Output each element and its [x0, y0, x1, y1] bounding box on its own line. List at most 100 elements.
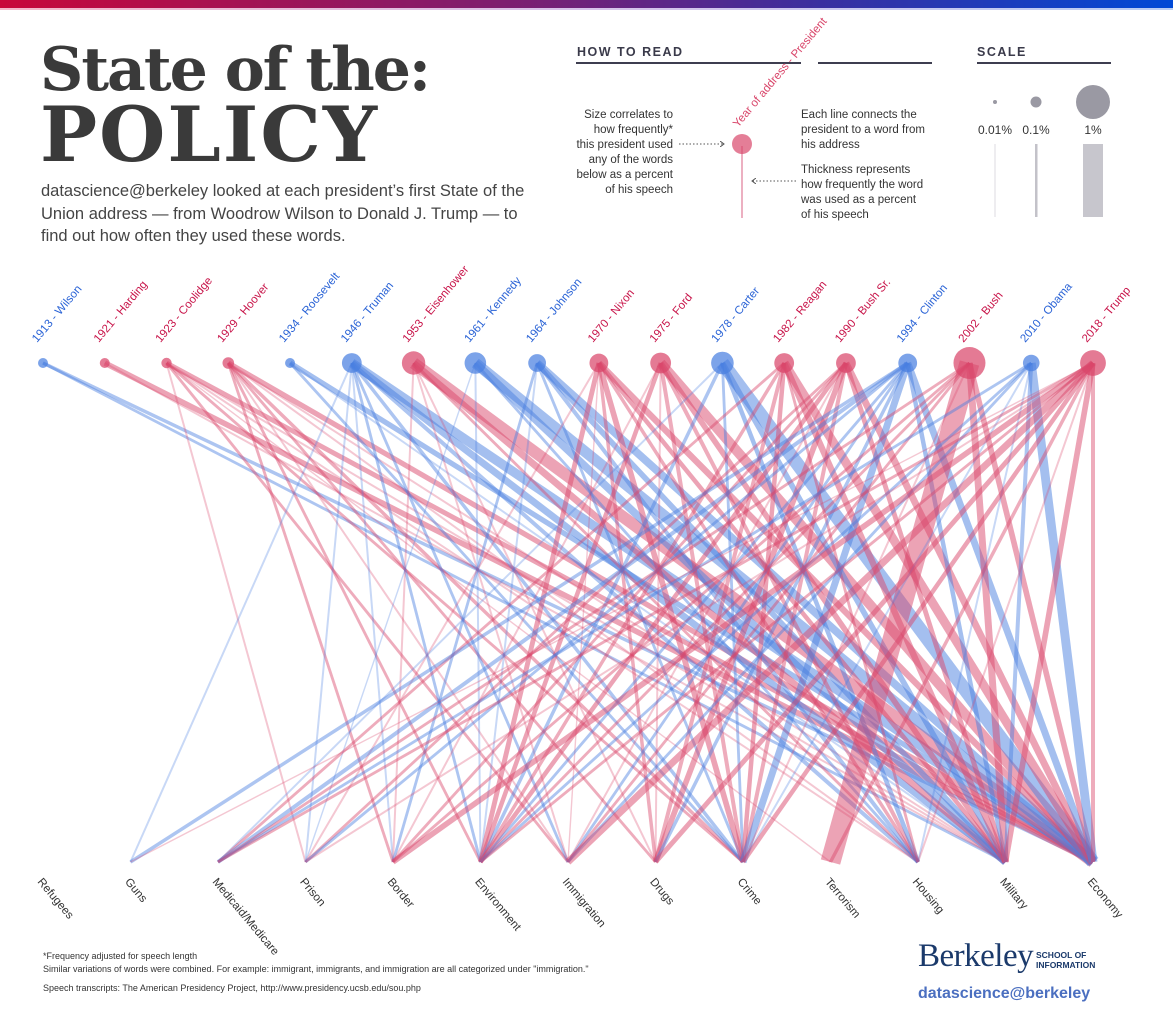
link-16-6: [566, 362, 1033, 863]
link-15-2: [217, 361, 971, 864]
link-6-4: [392, 362, 415, 863]
president-label: 1946 - Truman: [339, 280, 396, 345]
link-17-2: [217, 361, 1094, 864]
link-17-6: [565, 360, 1096, 865]
link-13-8: [741, 362, 848, 863]
link-12-10: [782, 362, 920, 863]
link-7-3: [304, 362, 477, 863]
link-5-4: [350, 362, 394, 863]
president-node[interactable]: [222, 357, 235, 369]
link-5-8: [350, 361, 745, 864]
link-6-7: [412, 362, 657, 863]
link-13-12: [842, 361, 1097, 864]
president-node[interactable]: [341, 353, 362, 373]
footnote-source: Speech transcripts: The American Preside…: [43, 983, 421, 993]
link-9-6: [567, 362, 600, 863]
size-note-line: of his speech: [605, 184, 673, 196]
scale-bar-medium: [1035, 144, 1038, 217]
link-15-4: [392, 361, 971, 864]
word-label: Military: [997, 876, 1030, 912]
link-2-3: [165, 362, 307, 863]
president-label: 1934 - Roosevelt: [277, 270, 343, 345]
size-note-line: below as a percent: [576, 169, 673, 181]
legend-node-sample: [732, 134, 752, 154]
title-line-2: POLICY: [40, 90, 380, 179]
link-5-11: [349, 360, 1008, 865]
president-node[interactable]: [1080, 350, 1106, 376]
link-17-10: [917, 362, 1094, 863]
link-8-11: [535, 361, 1008, 864]
link-14-3: [304, 361, 909, 864]
president-node[interactable]: [953, 347, 986, 379]
link-9-5: [478, 362, 602, 863]
president-label: 1961 - Kennedy: [462, 275, 524, 345]
link-17-1: [130, 362, 1094, 863]
president-node[interactable]: [711, 351, 734, 375]
president-label: 1929 - Hoover: [215, 281, 271, 345]
president-label: 2018 - Trump: [1080, 285, 1133, 345]
line-note-line: Each line connects the: [801, 109, 917, 121]
president-label: 1970 - Nixon: [586, 287, 637, 345]
scale-rule: [977, 62, 1111, 64]
link-2-10: [165, 362, 919, 863]
link-5-10: [350, 361, 920, 864]
link-9-7: [597, 362, 658, 863]
link-16-5: [479, 361, 1033, 864]
thickness-note-line: how frequently the word: [801, 179, 924, 191]
legend-graphics: Year of address - President: [679, 15, 1110, 218]
president-label: 1975 - Ford: [648, 292, 695, 345]
size-note-line: how frequently*: [593, 124, 673, 136]
line-note-line: his address: [801, 139, 860, 151]
link-17-3: [304, 362, 1094, 863]
president-node[interactable]: [774, 353, 795, 373]
link-8-8: [535, 362, 745, 863]
word-label: Economy: [1085, 876, 1125, 921]
president-node[interactable]: [401, 351, 426, 375]
president-node[interactable]: [161, 357, 172, 369]
scale-label-medium: 0.1%: [1022, 123, 1050, 137]
president-node[interactable]: [99, 358, 110, 368]
link-14-6: [566, 362, 909, 863]
link-13-4: [391, 362, 847, 863]
thickness-note: Thickness represents how frequently the …: [801, 163, 941, 223]
logo-sub-line: INFORMATION: [1036, 960, 1096, 970]
president-node[interactable]: [38, 358, 48, 368]
link-5-3: [304, 362, 353, 863]
president-node[interactable]: [1022, 354, 1040, 372]
link-8-4: [391, 362, 539, 863]
word-label: Border: [385, 876, 416, 910]
president-node[interactable]: [528, 354, 547, 372]
word-label: Immigration: [560, 876, 608, 930]
word-label: Prison: [297, 876, 327, 909]
thickness-note-line: of his speech: [801, 209, 869, 221]
link-14-1: [129, 361, 909, 864]
link-9-8: [596, 362, 746, 863]
president-node[interactable]: [285, 358, 296, 368]
link-10-4: [392, 362, 662, 863]
president-node[interactable]: [464, 352, 487, 374]
legend-node-label: Year of address - President: [731, 15, 830, 130]
word-label: Crime: [735, 876, 764, 907]
link-13-6: [567, 362, 847, 863]
president-node[interactable]: [589, 353, 609, 373]
top-gradient-bar: [0, 0, 1173, 8]
link-3-4: [226, 362, 395, 863]
line-note-line: president to a word from: [801, 124, 926, 136]
scale-circle-medium: [1030, 96, 1042, 108]
title-line-1: State of the:: [40, 35, 431, 105]
link-10-10: [658, 362, 920, 863]
link-13-3: [304, 361, 847, 864]
word-label: Medicaid/Medicare: [210, 876, 281, 958]
president-node[interactable]: [898, 353, 918, 373]
link-8-5: [479, 362, 539, 863]
size-note-line: any of the words: [588, 154, 673, 166]
link-5-5: [350, 362, 482, 863]
link-4-8: [289, 362, 745, 863]
link-12-8: [740, 362, 787, 863]
president-node[interactable]: [836, 353, 856, 373]
scale-label-large: 1%: [1084, 123, 1102, 137]
president-node[interactable]: [650, 352, 672, 374]
president-nodes-layer: 1913 - Wilson 1921 - Harding 1923 - Coolid…: [30, 264, 1133, 379]
president-label: 1982 - Reagan: [771, 279, 829, 345]
thickness-note-line: was used as a percent: [801, 194, 917, 206]
